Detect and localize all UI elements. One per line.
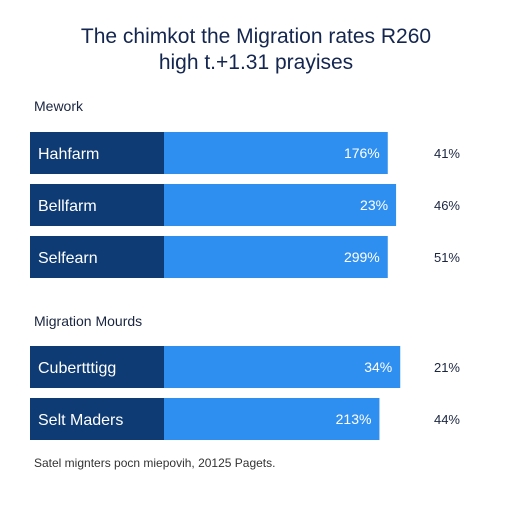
side-value-0-1: 46%: [434, 198, 460, 213]
category-label-1-1: Selt Maders: [38, 412, 123, 429]
bar-label-block-1-0: [30, 346, 164, 388]
group-label-2: Migration Mourds: [34, 313, 143, 329]
chart-subtitle: high t.+1.31 prayises: [158, 51, 354, 74]
bar-label-block-0-0: [30, 132, 164, 174]
bar-value-label-0-1: 23%: [360, 197, 388, 213]
bar-1-1: [164, 398, 380, 440]
bar-label-block-0-1: [30, 184, 164, 226]
category-label-0-2: Selfearn: [38, 250, 98, 267]
category-label-0-1: Bellfarm: [38, 198, 97, 215]
bar-label-block-1-1: [30, 398, 164, 440]
bar-0-2: [164, 236, 388, 278]
bar-value-label-0-0: 176%: [344, 145, 380, 161]
chart-title: The chimkot the Migration rates R260: [80, 25, 432, 48]
bar-0-0: [164, 132, 388, 174]
side-value-0-0: 41%: [434, 146, 460, 161]
category-label-1-0: Cubertttigg: [38, 360, 116, 377]
bar-value-label-0-2: 299%: [344, 249, 380, 265]
bar-0-1: [164, 184, 397, 226]
chart-footer: Satel mignters pocn miepovih, 20125 Page…: [34, 456, 276, 470]
bar-value-label-1-0: 34%: [364, 359, 392, 375]
bar-label-block-0-2: [30, 236, 164, 278]
side-value-1-0: 21%: [434, 360, 460, 375]
bar-1-0: [164, 346, 401, 388]
category-label-0-0: Hahfarm: [38, 146, 99, 163]
group-label-1: Mework: [34, 98, 84, 114]
side-value-0-2: 51%: [434, 250, 460, 265]
bar-value-label-1-1: 213%: [336, 411, 372, 427]
side-value-1-1: 44%: [434, 412, 460, 427]
